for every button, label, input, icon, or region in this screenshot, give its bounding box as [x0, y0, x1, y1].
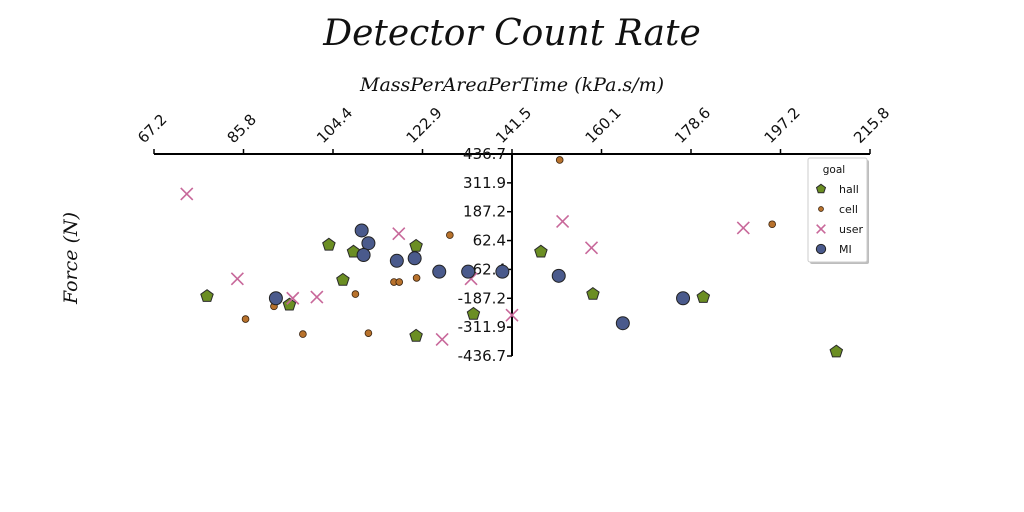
- data-point-mi: [389, 253, 404, 268]
- data-point-mi: [676, 291, 691, 306]
- data-point-hall: [336, 272, 350, 286]
- data-point-mi: [354, 223, 369, 238]
- data-point-hall: [409, 328, 423, 342]
- data-point-mi: [407, 251, 422, 266]
- data-point-cell: [446, 231, 454, 239]
- data-point-user: [230, 272, 244, 286]
- data-point-mi: [551, 268, 566, 283]
- y-tick-label: 436.7: [463, 145, 506, 163]
- x-tick-label: 215.8: [850, 104, 893, 147]
- data-point-mi: [461, 264, 476, 279]
- data-point-cell: [351, 290, 360, 298]
- y-tick-label: 311.9: [463, 174, 506, 192]
- x-tick-label: 160.1: [582, 104, 625, 147]
- data-point-hall: [282, 297, 297, 311]
- y-tick-label: -311.9: [458, 318, 506, 336]
- legend-label-cell: cell: [839, 203, 858, 216]
- data-point-cell: [395, 278, 404, 286]
- y-tick-label: 62.4: [473, 232, 506, 250]
- legend-marker-hall: [815, 183, 827, 194]
- data-point-hall: [829, 344, 844, 358]
- x-tick-label: 197.2: [761, 104, 804, 147]
- data-point-user: [736, 221, 750, 235]
- y-axis-label: Force (N): [60, 212, 82, 305]
- chart-title: Detector Count Rate: [322, 13, 701, 54]
- legend-marker-cell: [818, 206, 824, 212]
- data-point-hall: [466, 306, 481, 320]
- data-point-cell: [412, 274, 421, 282]
- data-point-mi: [615, 316, 630, 331]
- legend-marker-mi: [815, 243, 827, 255]
- y-axis: 436.7311.9187.262.4-62.4-187.2-311.9-436…: [458, 145, 513, 365]
- x-axis: 67.2 85.8 104.4 122.9 141.5 160.1 178.6 197.2 21…: [134, 104, 893, 155]
- y-tick-label: 187.2: [463, 203, 506, 221]
- legend-label-user: user: [839, 223, 863, 236]
- data-points: [180, 156, 844, 358]
- data-point-mi: [356, 248, 371, 262]
- data-point-hall: [200, 289, 214, 302]
- legend-label-hall: hall: [839, 183, 859, 196]
- data-point-user: [556, 214, 570, 229]
- data-point-hall: [696, 289, 711, 303]
- data-point-cell: [241, 315, 250, 323]
- data-point-mi: [495, 264, 510, 279]
- data-point-hall: [534, 244, 548, 258]
- y-tick-label: -436.7: [458, 347, 506, 365]
- data-point-hall: [346, 244, 361, 258]
- data-point-cell: [364, 329, 373, 337]
- data-point-cell: [555, 156, 564, 164]
- data-point-user: [435, 332, 449, 346]
- data-point-user: [180, 187, 194, 201]
- data-point-user: [584, 241, 599, 255]
- legend-marker-user: [816, 224, 826, 234]
- data-point-mi: [432, 264, 447, 279]
- legend-title: goal: [823, 164, 845, 176]
- x-tick-label: 141.5: [492, 104, 535, 147]
- y-tick-label: -187.2: [458, 289, 506, 307]
- data-point-hall: [586, 286, 600, 300]
- data-point-user: [286, 291, 300, 305]
- legend: goal hall cell user MI: [807, 157, 869, 264]
- x-tick-label: 122.9: [403, 104, 446, 147]
- data-point-user: [392, 227, 406, 241]
- data-point-mi: [268, 291, 283, 306]
- legend-box: [807, 157, 868, 263]
- x-tick-label: 104.4: [313, 104, 356, 147]
- x-tick-label: 178.6: [671, 104, 714, 147]
- x-tick-label: 85.8: [224, 110, 260, 146]
- data-point-user: [505, 308, 519, 322]
- data-point-cell: [768, 220, 776, 229]
- x-axis-label: MassPerAreaPerTime (kPa.s/m): [359, 74, 664, 96]
- data-point-hall: [409, 238, 423, 252]
- data-point-user: [310, 290, 324, 304]
- data-point-hall: [322, 237, 336, 251]
- data-point-mi: [361, 236, 376, 251]
- x-tick-label: 67.2: [134, 110, 170, 146]
- legend-label-mi: MI: [839, 243, 852, 256]
- data-point-cell: [299, 330, 307, 338]
